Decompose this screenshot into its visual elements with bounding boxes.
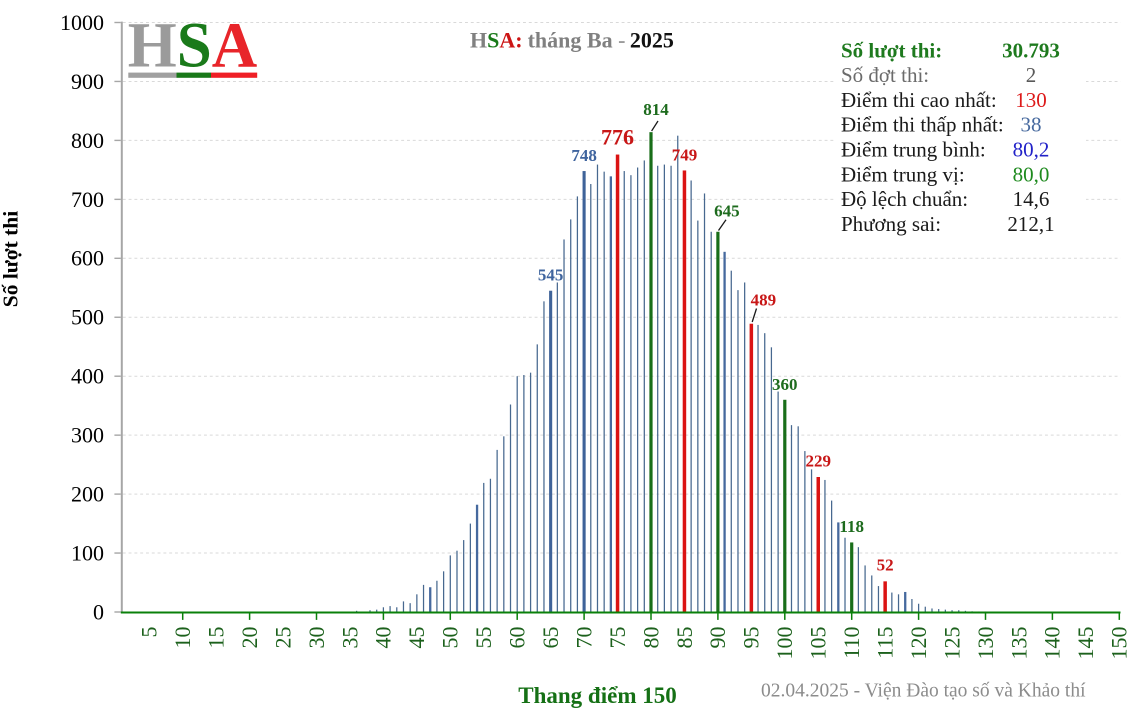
svg-text:14,6: 14,6	[1013, 187, 1050, 211]
svg-text:200: 200	[71, 482, 104, 507]
svg-text:100: 100	[772, 627, 797, 660]
svg-text:Điểm trung bình:: Điểm trung bình:	[841, 138, 986, 162]
svg-text:85: 85	[672, 627, 697, 649]
svg-text:135: 135	[1006, 627, 1031, 660]
svg-text:360: 360	[772, 375, 798, 394]
svg-text:229: 229	[806, 452, 832, 471]
svg-text:105: 105	[806, 627, 831, 660]
svg-text:130: 130	[973, 627, 998, 660]
svg-text:38: 38	[1021, 113, 1042, 137]
svg-text:748: 748	[571, 146, 597, 165]
svg-text:Số đợt thi:: Số đợt thi:	[841, 63, 929, 87]
svg-text:10: 10	[170, 627, 195, 649]
svg-text:Điểm thi thấp nhất:: Điểm thi thấp nhất:	[841, 113, 1004, 137]
svg-text:600: 600	[71, 246, 104, 271]
svg-text:212,1: 212,1	[1007, 212, 1054, 236]
svg-text:145: 145	[1073, 627, 1098, 660]
svg-text:70: 70	[571, 627, 596, 649]
svg-text:900: 900	[71, 69, 104, 94]
svg-text:52: 52	[877, 556, 894, 575]
svg-text:80,2: 80,2	[1013, 138, 1050, 162]
svg-text:776: 776	[601, 125, 634, 150]
svg-text:489: 489	[751, 291, 777, 310]
svg-text:300: 300	[71, 423, 104, 448]
svg-text:35: 35	[337, 627, 362, 649]
svg-text:115: 115	[872, 627, 897, 659]
svg-text:60: 60	[505, 627, 530, 649]
svg-text:80,0: 80,0	[1013, 162, 1050, 186]
svg-text:Số lượt thi: Số lượt thi	[0, 211, 23, 308]
svg-text:20: 20	[237, 627, 262, 649]
svg-text:80: 80	[638, 627, 663, 649]
svg-text:500: 500	[71, 305, 104, 330]
svg-text:749: 749	[672, 145, 698, 164]
svg-text:130: 130	[1015, 88, 1047, 112]
svg-text:800: 800	[71, 128, 104, 153]
svg-text:Số lượt thi:: Số lượt thi:	[841, 38, 942, 62]
svg-text:HSA:tháng Ba-2025: HSA: tháng Ba -2025	[470, 28, 674, 53]
svg-text:50: 50	[438, 627, 463, 649]
svg-text:HSA: HSA	[128, 9, 258, 81]
svg-text:Phương sai:: Phương sai:	[841, 212, 941, 236]
svg-text:30.793: 30.793	[1002, 38, 1060, 62]
svg-text:65: 65	[538, 627, 563, 649]
svg-text:400: 400	[71, 364, 104, 389]
svg-text:75: 75	[605, 627, 630, 649]
svg-text:545: 545	[538, 266, 564, 285]
svg-text:120: 120	[906, 627, 931, 660]
svg-text:45: 45	[404, 627, 429, 649]
svg-text:Độ lệch chuẩn:: Độ lệch chuẩn:	[841, 187, 968, 211]
svg-text:Điểm trung vị:: Điểm trung vị:	[841, 162, 965, 186]
svg-text:110: 110	[839, 627, 864, 659]
svg-text:814: 814	[643, 100, 669, 119]
svg-text:700: 700	[71, 187, 104, 212]
svg-text:40: 40	[371, 627, 396, 649]
svg-text:5: 5	[137, 627, 162, 638]
svg-text:125: 125	[939, 627, 964, 660]
svg-text:645: 645	[714, 202, 740, 221]
svg-text:Thang điểm 150: Thang điểm 150	[518, 683, 676, 708]
svg-text:1000: 1000	[60, 10, 104, 35]
svg-text:2: 2	[1026, 63, 1037, 87]
svg-text:0: 0	[93, 599, 104, 624]
svg-text:30: 30	[304, 627, 329, 649]
svg-text:150: 150	[1107, 627, 1132, 660]
svg-text:140: 140	[1040, 627, 1065, 660]
svg-text:55: 55	[471, 627, 496, 649]
svg-text:25: 25	[270, 627, 295, 649]
svg-text:118: 118	[839, 517, 864, 536]
svg-text:15: 15	[203, 627, 228, 649]
svg-text:100: 100	[71, 540, 104, 565]
svg-text:90: 90	[705, 627, 730, 649]
svg-text:02.04.2025 - Viện Đào tạo số v: 02.04.2025 - Viện Đào tạo số và Khảo thí	[761, 680, 1086, 701]
svg-text:Điểm thi cao nhất:: Điểm thi cao nhất:	[841, 88, 997, 112]
svg-text:95: 95	[739, 627, 764, 649]
